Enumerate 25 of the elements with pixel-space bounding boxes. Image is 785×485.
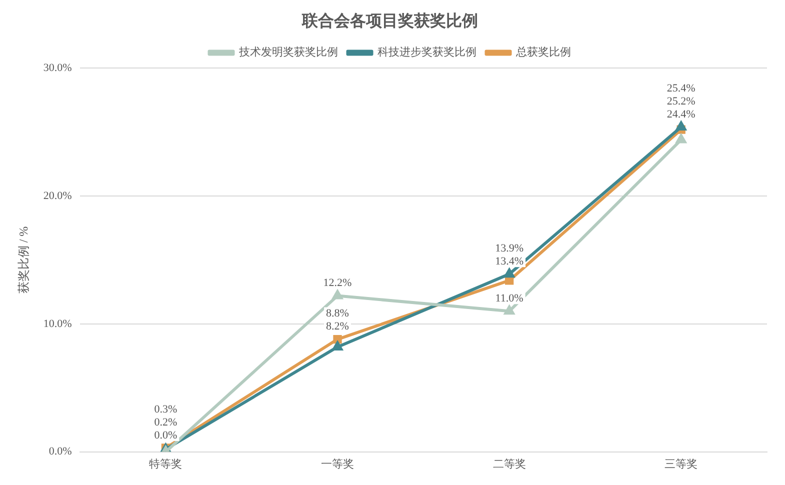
chart-title: 联合会各项目奖获奖比例 — [301, 12, 478, 30]
x-tick-label: 三等奖 — [664, 458, 698, 470]
data-label: 13.4% — [495, 255, 524, 268]
y-axis-title: 获奖比例 / % — [16, 226, 30, 294]
legend-label: 总获奖比例 — [514, 46, 571, 59]
data-label: 11.0% — [495, 292, 524, 305]
data-label: 24.4% — [666, 108, 696, 120]
data-label: 25.4% — [666, 82, 696, 94]
data-label: 8.2% — [326, 320, 349, 333]
data-label: 13.9% — [495, 242, 524, 254]
data-label: 0.3% — [154, 403, 178, 416]
data-label: 12.2% — [323, 277, 352, 290]
data-label: 8.8% — [326, 308, 349, 320]
data-label: 0.2% — [154, 416, 178, 428]
x-tick-label: 特等奖 — [149, 458, 182, 470]
x-tick-label: 一等奖 — [321, 458, 354, 470]
y-tick-label: 20.0% — [43, 190, 72, 202]
legend-label: 技术发明奖获奖比例 — [238, 46, 338, 59]
y-tick-label: 0.0% — [48, 446, 72, 458]
y-tick-label: 30.0% — [43, 62, 72, 74]
data-label: 25.2% — [666, 95, 696, 108]
legend-label: 科技进步奖获奖比例 — [377, 46, 476, 59]
x-tick-label: 二等奖 — [492, 458, 526, 470]
y-tick-label: 10.0% — [43, 318, 72, 330]
data-label: 0.0% — [154, 429, 178, 442]
